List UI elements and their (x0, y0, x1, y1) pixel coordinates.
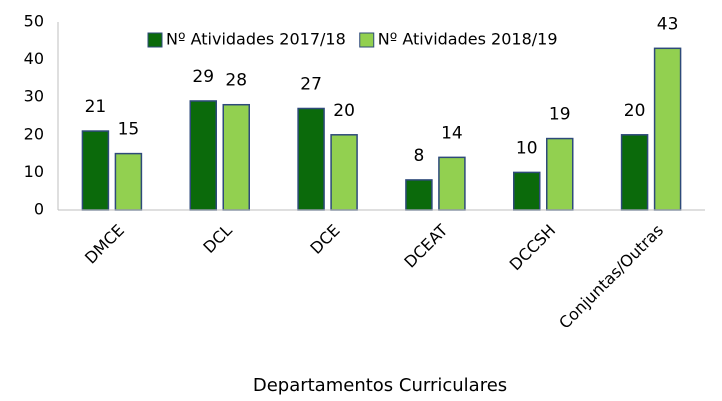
y-tick-label: 40 (24, 49, 44, 68)
x-axis-title: Departamentos Curriculares (253, 375, 507, 396)
bar (81, 130, 110, 211)
x-tick-label: DCE (306, 221, 343, 258)
bar (620, 134, 649, 211)
value-label: 21 (85, 97, 107, 117)
value-label: 8 (414, 146, 425, 166)
value-label: 20 (624, 101, 646, 121)
bar (546, 137, 574, 211)
x-tick-label: DCL (199, 221, 235, 257)
legend-label: Nº Atividades 2018/19 (378, 30, 558, 49)
y-tick-label: 10 (24, 162, 44, 181)
x-tick-label: DMCE (81, 221, 128, 268)
bar (438, 156, 466, 211)
bar (114, 152, 143, 211)
value-label: 27 (300, 74, 322, 94)
legend-label: Nº Atividades 2017/18 (166, 30, 346, 49)
value-label: 14 (441, 123, 463, 143)
bar (653, 47, 682, 211)
x-tick-label: DCCSH (506, 221, 560, 275)
y-tick-label: 20 (24, 124, 44, 143)
y-tick-label: 30 (24, 87, 44, 106)
bar (222, 103, 250, 211)
bar (189, 100, 217, 211)
bar (297, 107, 325, 211)
legend-swatch (359, 32, 375, 48)
bar (405, 179, 433, 211)
value-label: 19 (549, 105, 571, 125)
value-label: 29 (192, 67, 214, 87)
x-tick-label: DCEAT (400, 220, 451, 271)
y-tick-label: 0 (34, 200, 44, 219)
bar (330, 134, 358, 211)
bar (513, 171, 541, 211)
value-label: 43 (657, 14, 679, 34)
value-label: 15 (118, 120, 140, 140)
value-label: 10 (516, 138, 538, 158)
legend-swatch (147, 32, 163, 48)
y-tick-label: 50 (24, 12, 44, 31)
value-label: 20 (333, 101, 355, 121)
x-tick-label: Conjuntas/Outras (555, 221, 667, 333)
value-label: 28 (225, 71, 247, 91)
